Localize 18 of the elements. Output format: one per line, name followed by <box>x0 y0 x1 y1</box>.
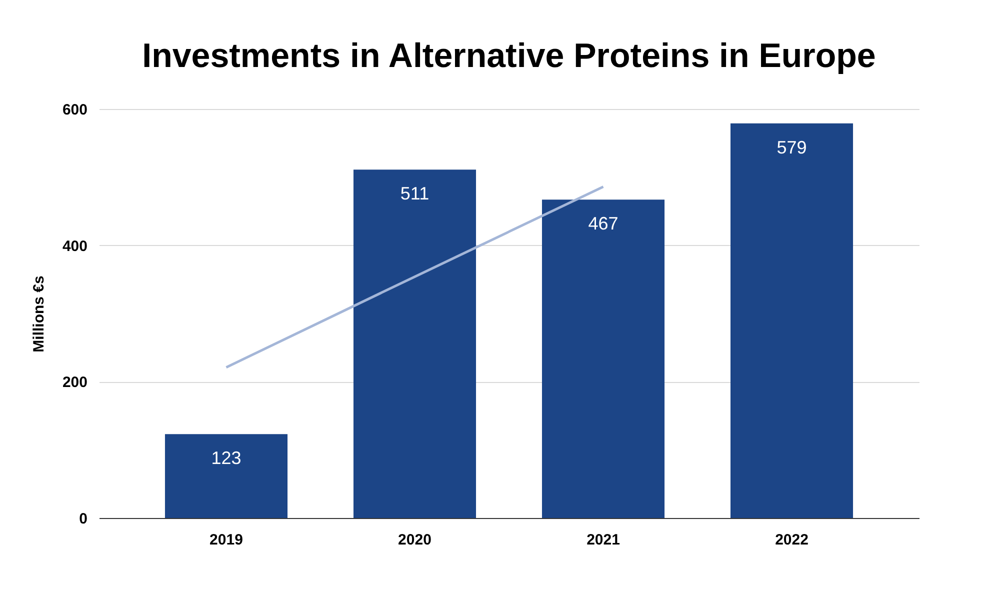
data-label: 123 <box>211 448 242 468</box>
x-tick-label: 2020 <box>398 532 432 548</box>
chart-title: Investments in Alternative Proteins in Europe <box>142 37 876 75</box>
data-label: 467 <box>588 214 618 234</box>
y-tick-label: 400 <box>62 238 88 255</box>
bar <box>353 170 476 518</box>
y-tick-label: 200 <box>62 374 88 392</box>
bar <box>164 434 288 518</box>
data-label: 579 <box>776 137 807 158</box>
bar <box>730 123 854 518</box>
bar <box>542 200 665 518</box>
x-tick-label: 2021 <box>586 532 620 548</box>
data-label: 511 <box>400 184 430 204</box>
x-tick-label: 2022 <box>775 532 808 548</box>
x-tick-label: 2019 <box>210 532 243 548</box>
y-tick-label: 0 <box>79 510 88 528</box>
y-tick-label: 600 <box>62 102 88 118</box>
y-axis-title: Millions €s <box>30 276 48 352</box>
